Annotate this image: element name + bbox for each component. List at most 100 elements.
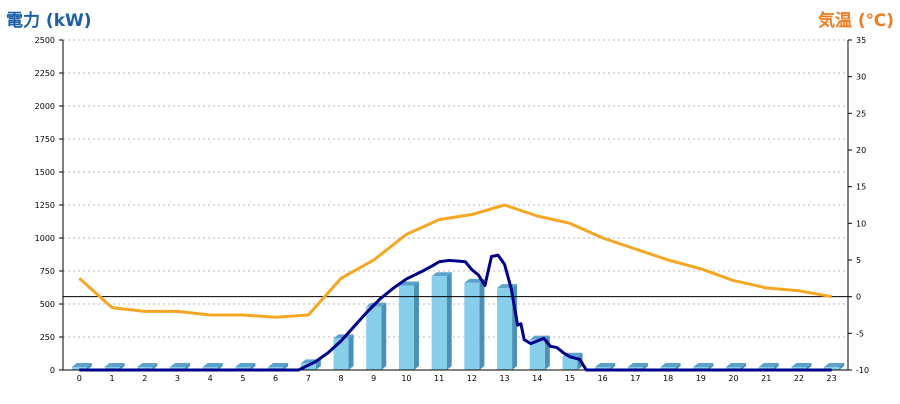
bar-front <box>497 288 513 370</box>
x-tick-label: 11 <box>434 374 444 383</box>
bar-side <box>446 272 452 370</box>
x-tick-label: 7 <box>306 374 311 383</box>
x-tick-label: 10 <box>401 374 411 383</box>
bar-top <box>725 363 747 367</box>
temperature-line <box>78 203 832 319</box>
bar-top <box>169 363 191 367</box>
x-tick-label: 3 <box>175 374 180 383</box>
x-tick-label: 22 <box>794 374 804 383</box>
bar-side <box>250 363 256 370</box>
bar-top <box>202 363 223 367</box>
bar-top <box>824 363 845 367</box>
x-tick-label: 20 <box>728 374 738 383</box>
left-tick-label: 250 <box>40 333 55 342</box>
bar-side <box>741 363 747 370</box>
bar-side <box>348 334 354 370</box>
bar-side <box>283 363 289 370</box>
bar-side <box>152 363 158 370</box>
bar-side <box>119 363 125 370</box>
x-tick-label: 21 <box>761 374 771 383</box>
bar-side <box>86 363 92 370</box>
right-tick-label: 0 <box>856 293 861 302</box>
bar-top <box>595 363 616 367</box>
bar-top <box>137 363 158 367</box>
bar <box>366 302 387 370</box>
x-tick-label: 9 <box>371 374 376 383</box>
x-tick-label: 16 <box>598 374 608 383</box>
left-tick-label: 0 <box>50 366 55 375</box>
left-tick-label: 1000 <box>35 234 55 243</box>
bar <box>398 281 419 370</box>
bar-top <box>627 363 648 367</box>
bar-side <box>773 363 779 370</box>
bar-side <box>675 363 681 370</box>
bar-front <box>824 367 840 370</box>
bar-front <box>366 306 382 370</box>
right-tick-label: 30 <box>856 73 866 82</box>
bar-top <box>758 363 779 367</box>
bar-side <box>217 363 223 370</box>
bar <box>824 363 845 370</box>
x-tick-label: 8 <box>338 374 343 383</box>
right-tick-label: 25 <box>856 109 866 118</box>
bar-side <box>185 363 191 370</box>
right-tick-label: -5 <box>856 329 864 338</box>
power-line <box>79 253 832 372</box>
right-axis-title: 気温 (℃) <box>817 11 894 31</box>
right-tick-label: 10 <box>856 219 866 228</box>
left-tick-label: 2000 <box>35 102 55 111</box>
left-tick-label: 1500 <box>35 168 55 177</box>
left-tick-label: 750 <box>40 267 55 276</box>
left-tick-label: 500 <box>40 300 55 309</box>
bar-side <box>479 278 485 370</box>
x-tick-label: 18 <box>663 374 673 383</box>
x-tick-label: 1 <box>110 374 115 383</box>
bar-front <box>431 276 447 370</box>
right-tick-label: 5 <box>856 256 861 265</box>
bar-top <box>431 272 452 277</box>
bar-top <box>268 363 289 367</box>
left-axis-title: 電力 (kW) <box>6 11 92 31</box>
bar-top <box>791 363 812 367</box>
bar-top <box>693 363 714 367</box>
x-tick-label: 14 <box>532 374 542 383</box>
x-tick-label: 19 <box>696 374 706 383</box>
bar-top <box>235 363 256 367</box>
x-tick-label: 5 <box>240 374 245 383</box>
bar-top <box>104 363 125 367</box>
bar-front <box>333 338 349 370</box>
bar-front <box>464 282 480 370</box>
left-tick-label: 2500 <box>35 36 55 45</box>
bar-side <box>839 363 845 370</box>
x-tick-label: 17 <box>630 374 640 383</box>
bar-side <box>610 363 616 370</box>
left-tick-label: 1250 <box>35 201 55 210</box>
bar-front <box>398 285 414 370</box>
bar-top <box>660 363 681 367</box>
bar <box>497 284 518 370</box>
bar-front <box>529 339 545 370</box>
bar <box>431 272 452 370</box>
bar-side <box>708 363 714 370</box>
bar-side <box>806 363 812 370</box>
x-tick-label: 23 <box>827 374 837 383</box>
bar-front <box>562 356 578 370</box>
bar-side <box>642 363 648 370</box>
bar-top <box>71 363 92 367</box>
bar-side <box>413 281 419 370</box>
right-tick-label: 35 <box>856 36 866 45</box>
x-tick-label: 13 <box>499 374 509 383</box>
right-tick-label: -10 <box>856 366 869 375</box>
bar-side <box>381 302 387 370</box>
left-tick-label: 1750 <box>35 135 55 144</box>
x-tick-label: 0 <box>77 374 82 383</box>
x-tick-label: 4 <box>208 374 213 383</box>
right-tick-label: 15 <box>856 183 866 192</box>
bar-top <box>464 278 485 283</box>
left-tick-label: 2250 <box>35 69 55 78</box>
x-tick-label: 2 <box>142 374 147 383</box>
bar <box>464 278 485 370</box>
x-tick-label: 12 <box>467 374 477 383</box>
